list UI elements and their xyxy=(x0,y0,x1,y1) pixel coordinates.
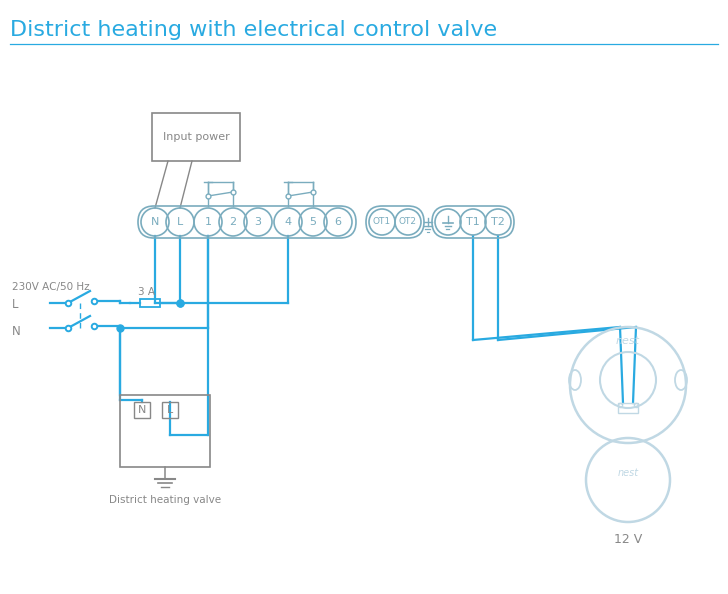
Text: L: L xyxy=(12,298,18,311)
Text: L: L xyxy=(177,217,183,227)
Text: OT2: OT2 xyxy=(399,217,417,226)
Bar xyxy=(152,113,240,161)
Text: nest: nest xyxy=(616,336,640,346)
Text: T1: T1 xyxy=(466,217,480,227)
Text: OT1: OT1 xyxy=(373,217,391,226)
Bar xyxy=(162,402,178,418)
Bar xyxy=(618,403,638,413)
Text: 3 A: 3 A xyxy=(138,287,155,297)
Text: L: L xyxy=(167,405,173,415)
Text: T2: T2 xyxy=(491,217,505,227)
Text: N: N xyxy=(138,405,146,415)
Text: 6: 6 xyxy=(334,217,341,227)
Bar xyxy=(140,299,160,307)
Text: District heating valve: District heating valve xyxy=(109,495,221,505)
Text: 2: 2 xyxy=(229,217,237,227)
Text: 12 V: 12 V xyxy=(614,533,642,546)
Text: 230V AC/50 Hz: 230V AC/50 Hz xyxy=(12,282,90,292)
Text: 4: 4 xyxy=(285,217,291,227)
Text: nest: nest xyxy=(617,468,638,478)
Text: Input power: Input power xyxy=(162,132,229,142)
Text: N: N xyxy=(12,325,21,338)
Text: 5: 5 xyxy=(309,217,317,227)
Text: 1: 1 xyxy=(205,217,212,227)
Text: N: N xyxy=(151,217,159,227)
Bar xyxy=(120,395,210,467)
Bar xyxy=(134,402,150,418)
Text: District heating with electrical control valve: District heating with electrical control… xyxy=(10,20,497,40)
Text: 3: 3 xyxy=(255,217,261,227)
